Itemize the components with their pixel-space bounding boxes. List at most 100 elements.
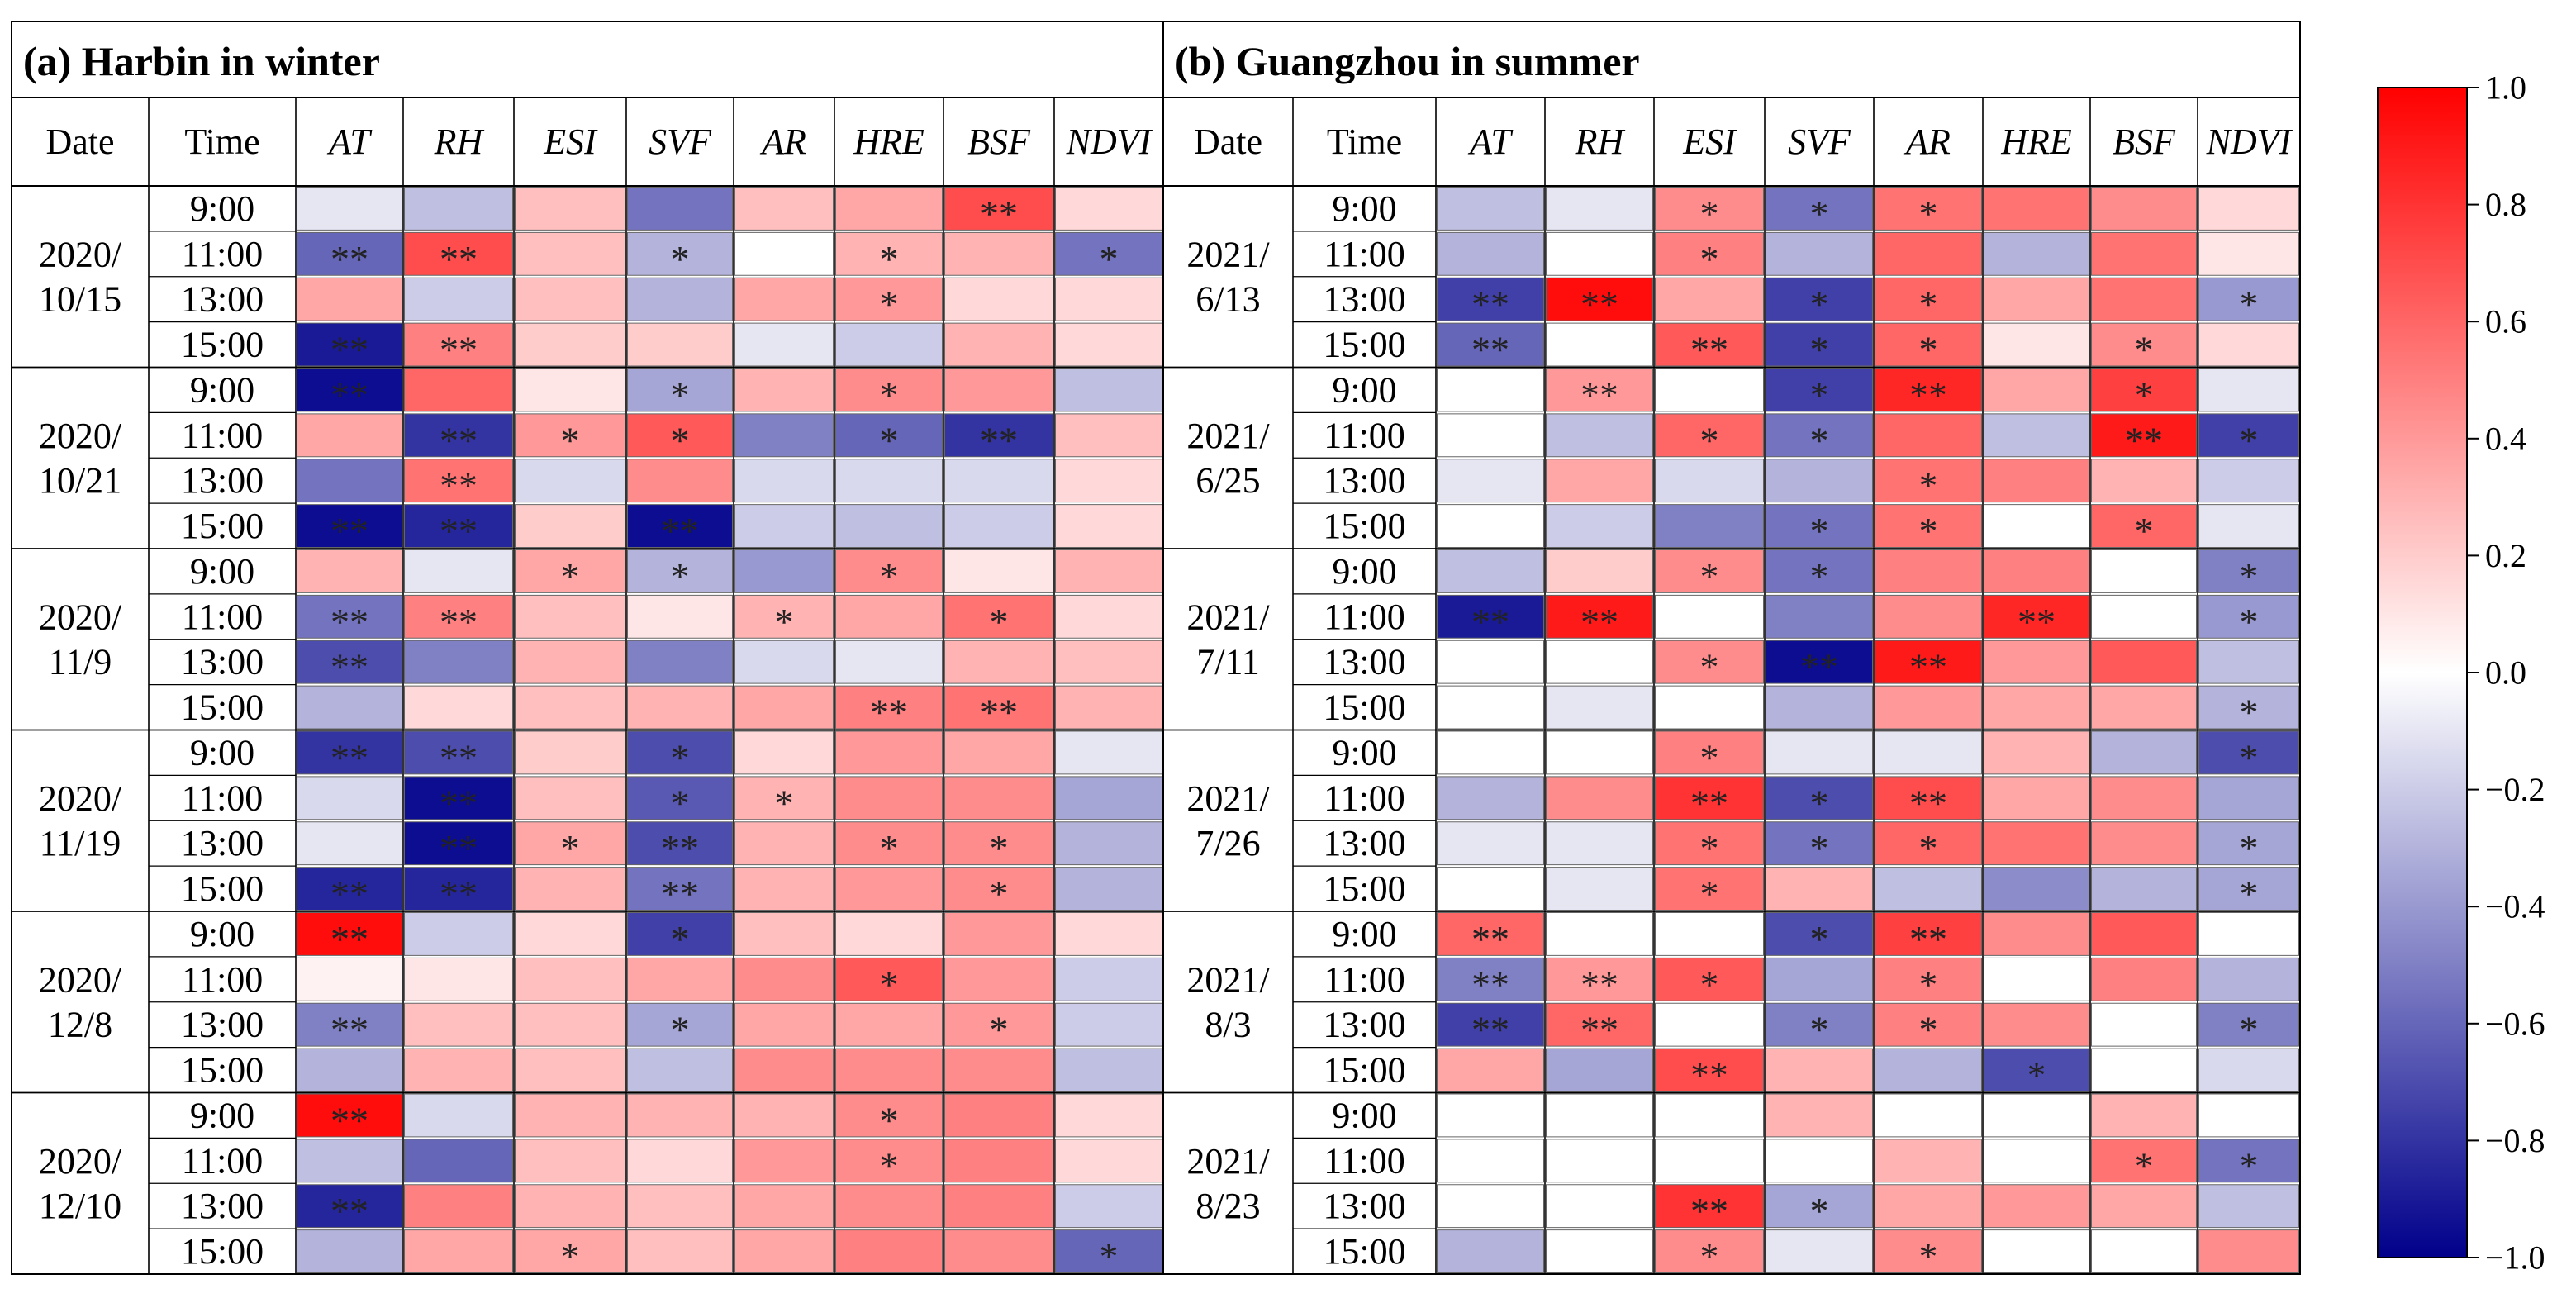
heatmap-cell-guangzhou-bsf-1-3 bbox=[2091, 277, 2197, 321]
time-label: 11:00 bbox=[1324, 415, 1405, 455]
time-label: 9:00 bbox=[1332, 732, 1396, 773]
heatmap-cell-harbin-esi-4-2 bbox=[515, 776, 625, 820]
heatmap-cell-guangzhou-ar-6-1 bbox=[1875, 1093, 1982, 1138]
heatmap-cell-harbin-bsf-3-4 bbox=[944, 685, 1053, 730]
heatmap-cell-harbin-ndvi-1-3 bbox=[1055, 277, 1162, 321]
heatmap-cell-guangzhou-svf-4-4 bbox=[1766, 867, 1873, 911]
heatmap-cell-harbin-esi-1-3 bbox=[515, 277, 625, 321]
heatmap-cell-guangzhou-at-6-2 bbox=[1437, 1139, 1544, 1183]
heatmap-cell-harbin-esi-5-4 bbox=[515, 1048, 625, 1092]
heatmap-cell-harbin-ar-1-2 bbox=[734, 231, 834, 276]
time-label: 15:00 bbox=[1323, 325, 1405, 365]
heatmap-cell-harbin-esi-5-2 bbox=[515, 957, 625, 1001]
date-label: 11/19 bbox=[40, 823, 121, 863]
heatmap-cell-guangzhou-at-3-2 bbox=[1437, 594, 1544, 639]
significance-mark: * bbox=[2240, 601, 2259, 643]
heatmap-cell-harbin-ndvi-2-4 bbox=[1055, 504, 1162, 548]
heatmap-cell-harbin-ar-6-2 bbox=[734, 1139, 834, 1183]
heatmap-cell-guangzhou-ar-3-4 bbox=[1875, 685, 1982, 730]
heatmap-cell-harbin-hre-5-2 bbox=[835, 957, 943, 1001]
heatmap-cell-guangzhou-svf-2-2 bbox=[1766, 413, 1873, 458]
heatmap-cell-guangzhou-ndvi-6-2 bbox=[2198, 1139, 2299, 1183]
heatmap-cell-guangzhou-ar-4-2 bbox=[1875, 776, 1982, 820]
heatmap-cell-guangzhou-ndvi-1-3 bbox=[2198, 277, 2299, 321]
heatmap-cell-guangzhou-esi-1-1 bbox=[1655, 187, 1764, 231]
heatmap-cell-guangzhou-hre-1-4 bbox=[1984, 322, 2089, 367]
heatmap-cell-guangzhou-rh-5-4 bbox=[1546, 1048, 1653, 1092]
heatmap-cell-harbin-svf-4-3 bbox=[627, 821, 733, 866]
heatmap-cell-guangzhou-rh-5-1 bbox=[1546, 912, 1653, 956]
heatmap-cell-guangzhou-ndvi-5-4 bbox=[2198, 1048, 2299, 1092]
heatmap-cell-guangzhou-bsf-6-4 bbox=[2091, 1229, 2197, 1273]
heatmap-cell-guangzhou-svf-4-3 bbox=[1766, 821, 1873, 866]
heatmap-cell-harbin-hre-3-1 bbox=[835, 549, 943, 593]
time-label: 15:00 bbox=[1323, 1050, 1405, 1091]
date-label: 2021/ bbox=[1186, 1141, 1270, 1182]
heatmap-cell-guangzhou-hre-6-2 bbox=[1984, 1139, 2089, 1183]
heatmap-cell-guangzhou-esi-6-4 bbox=[1655, 1229, 1764, 1273]
heatmap-cell-guangzhou-rh-1-2 bbox=[1546, 231, 1653, 276]
significance-mark: ** bbox=[330, 601, 368, 643]
significance-mark: ** bbox=[1471, 1009, 1509, 1051]
date-label: 10/15 bbox=[39, 278, 121, 319]
significance-mark: ** bbox=[440, 238, 478, 280]
time-label: 11:00 bbox=[1324, 1140, 1405, 1181]
significance-mark: ** bbox=[330, 329, 368, 371]
heatmap-cell-harbin-rh-5-1 bbox=[404, 912, 513, 956]
heatmap-cell-guangzhou-bsf-4-4 bbox=[2091, 867, 2197, 911]
significance-mark: * bbox=[775, 782, 794, 824]
heatmap-cell-guangzhou-ndvi-5-2 bbox=[2198, 957, 2299, 1001]
heatmap-cell-harbin-at-5-2 bbox=[297, 957, 402, 1001]
heatmap-cell-harbin-bsf-5-4 bbox=[944, 1048, 1053, 1092]
heatmap-cell-harbin-svf-3-4 bbox=[627, 685, 733, 730]
heatmap-cell-guangzhou-rh-4-1 bbox=[1546, 730, 1653, 775]
heatmap-cell-harbin-ar-1-3 bbox=[734, 277, 834, 321]
significance-mark: * bbox=[2027, 1054, 2046, 1096]
significance-mark: * bbox=[1700, 1235, 1719, 1277]
heatmap-cell-harbin-bsf-2-2 bbox=[944, 413, 1053, 458]
significance-mark: * bbox=[1700, 555, 1719, 597]
heatmap-cell-guangzhou-bsf-3-2 bbox=[2091, 594, 2197, 639]
heatmap-cell-guangzhou-ar-4-1 bbox=[1875, 730, 1982, 775]
heatmap-cell-guangzhou-at-4-3 bbox=[1437, 821, 1544, 866]
heatmap-cell-harbin-ndvi-5-3 bbox=[1055, 1002, 1162, 1047]
heatmap-cell-guangzhou-rh-3-4 bbox=[1546, 685, 1653, 730]
heatmap-cell-guangzhou-esi-4-1 bbox=[1655, 730, 1764, 775]
significance-mark: * bbox=[2135, 1144, 2154, 1186]
date-label: 7/11 bbox=[1196, 641, 1260, 682]
heatmap-cell-guangzhou-esi-1-2 bbox=[1655, 231, 1764, 276]
heatmap-cell-guangzhou-at-4-1 bbox=[1437, 730, 1544, 775]
heatmap-cell-harbin-svf-1-4 bbox=[627, 322, 733, 367]
heatmap-cell-guangzhou-hre-3-1 bbox=[1984, 549, 2089, 593]
heatmap-cell-guangzhou-svf-6-1 bbox=[1766, 1093, 1873, 1138]
colorbar-tick-label: 0.8 bbox=[2485, 186, 2526, 223]
time-label: 15:00 bbox=[181, 1050, 264, 1091]
significance-mark: * bbox=[1810, 918, 1829, 960]
significance-mark: * bbox=[1919, 193, 1938, 235]
heatmap-cell-guangzhou-esi-3-4 bbox=[1655, 685, 1764, 730]
heatmap-cell-harbin-esi-3-2 bbox=[515, 594, 625, 639]
heatmap-cell-harbin-hre-5-1 bbox=[835, 912, 943, 956]
heatmap-cell-harbin-rh-3-4 bbox=[404, 685, 513, 730]
column-header-time: Time bbox=[184, 121, 259, 162]
significance-mark: ** bbox=[661, 827, 699, 869]
heatmap-cell-harbin-rh-3-1 bbox=[404, 549, 513, 593]
heatmap-cell-guangzhou-bsf-2-4 bbox=[2091, 504, 2197, 548]
heatmap-cell-guangzhou-ar-1-1 bbox=[1875, 187, 1982, 231]
heatmap-cell-guangzhou-rh-3-1 bbox=[1546, 549, 1653, 593]
heatmap-cell-harbin-esi-1-4 bbox=[515, 322, 625, 367]
significance-mark: * bbox=[1700, 193, 1719, 235]
heatmap-cell-harbin-ndvi-4-4 bbox=[1055, 867, 1162, 911]
significance-mark: * bbox=[671, 918, 690, 960]
heatmap-cell-harbin-rh-2-4 bbox=[404, 504, 513, 548]
heatmap-cell-guangzhou-hre-4-4 bbox=[1984, 867, 2089, 911]
heatmap-cell-harbin-ar-5-3 bbox=[734, 1002, 834, 1047]
heatmap-cell-guangzhou-rh-3-3 bbox=[1546, 640, 1653, 684]
significance-mark: * bbox=[1919, 827, 1938, 869]
heatmap-cell-harbin-at-2-1 bbox=[297, 368, 402, 412]
heatmap-cell-harbin-hre-5-4 bbox=[835, 1048, 943, 1092]
heatmap-cell-guangzhou-hre-3-4 bbox=[1984, 685, 2089, 730]
time-label: 13:00 bbox=[181, 279, 264, 320]
heatmap-cell-harbin-esi-6-1 bbox=[515, 1093, 625, 1138]
